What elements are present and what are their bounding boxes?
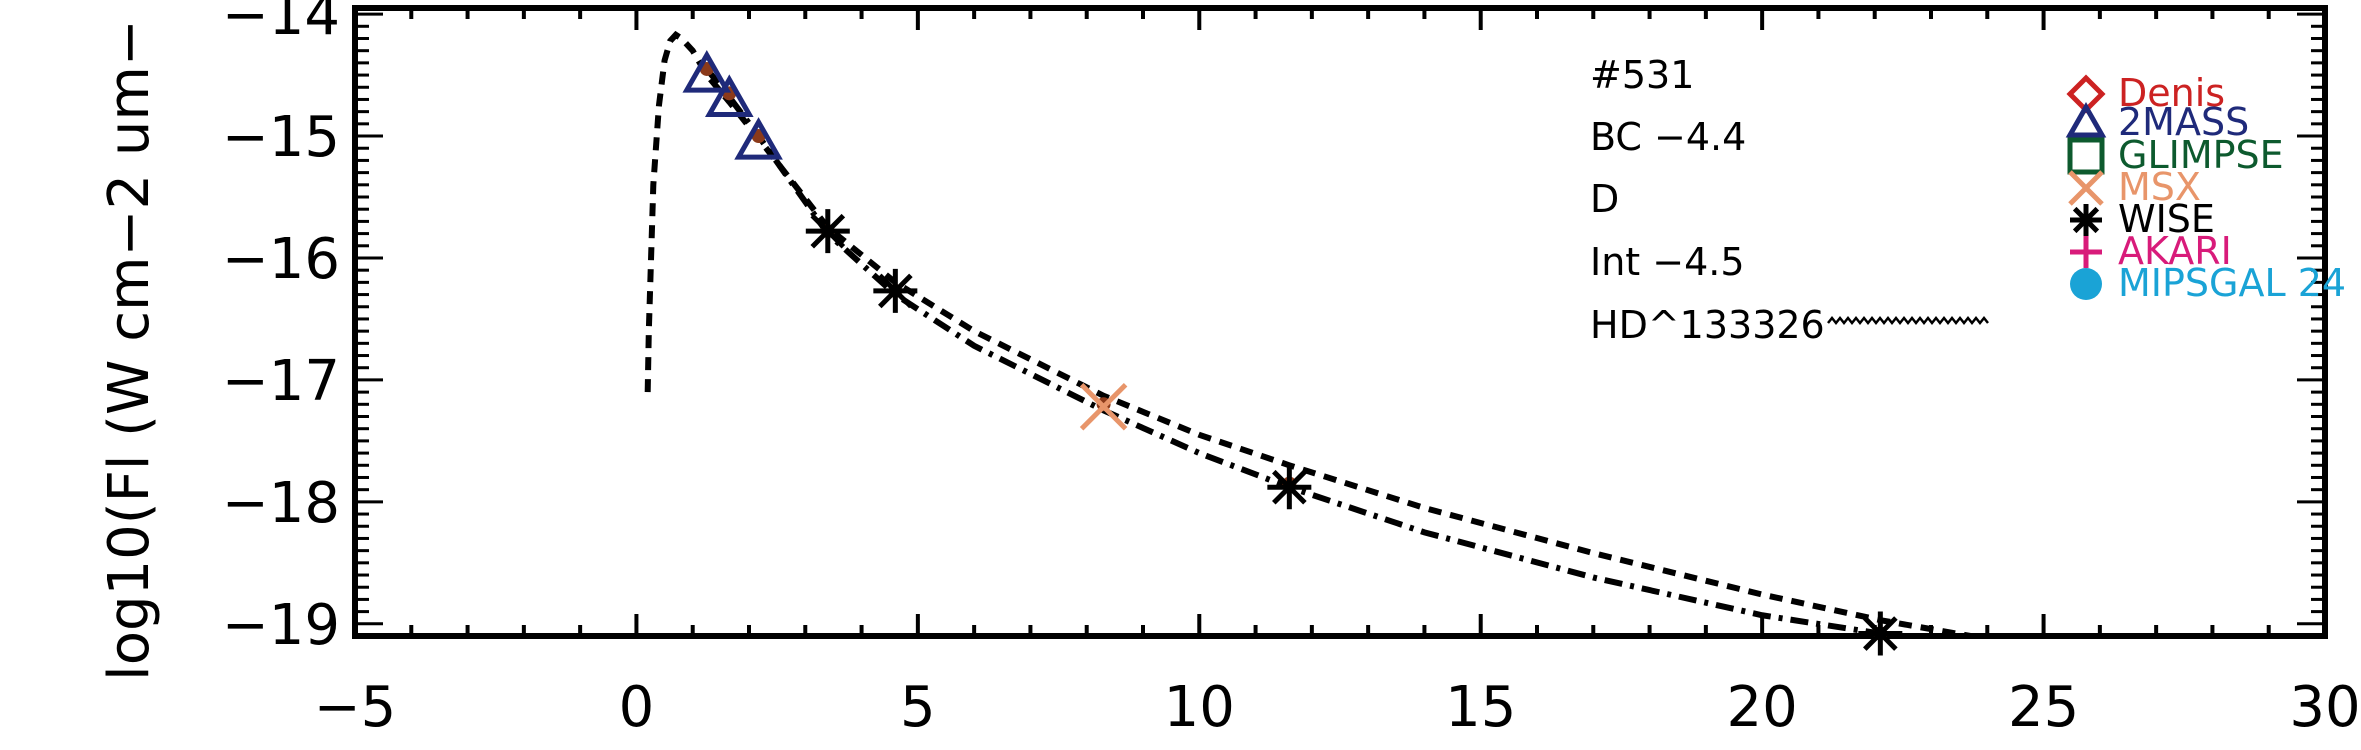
circle-legend-icon (2070, 268, 2102, 300)
x-tick-label: 10 (1164, 675, 1235, 740)
x-tick-label: 30 (2289, 675, 2360, 740)
asterisk-point (805, 209, 850, 254)
y-tick-labels: −14 −15 −16 −17 −18 −19 (222, 0, 340, 658)
legend-item: 2MASS (2065, 100, 2249, 144)
legend-label: MSX (2118, 165, 2201, 209)
square-legend-icon (2067, 137, 2105, 175)
y-tick-label: −19 (222, 593, 340, 658)
y-tick-label: −18 (222, 471, 340, 536)
annotation-squiggle (1827, 315, 1989, 326)
annotation-block: #531 BC −4.4 D Int −4.5 HD^133326 (1590, 53, 1989, 347)
triangle-point (704, 74, 754, 117)
annotation-text: Int −4.5 (1590, 240, 1745, 284)
annotation-text: D (1590, 177, 1619, 221)
asterisk-point (873, 268, 918, 313)
triangle-point (682, 50, 732, 93)
legend-label: Denis (2118, 71, 2225, 115)
legend-item: MIPSGAL 24 (2070, 261, 2346, 305)
x-tick-label: 25 (2008, 675, 2079, 740)
plot-frame (352, 5, 2328, 639)
legend-label: AKARI (2118, 229, 2232, 273)
legend-label: WISE (2118, 197, 2215, 241)
legend-item: GLIMPSE (2067, 133, 2284, 177)
plus-legend-icon (2070, 236, 2102, 268)
asterisk-point (1267, 465, 1312, 510)
x-tick-labels: −5 0 5 10 15 20 25 30 (314, 675, 2361, 740)
asterisk-legend-icon (2070, 204, 2102, 236)
legend-item: AKARI (2070, 229, 2232, 273)
annotation-text: #531 (1590, 53, 1694, 97)
y-axis-label: log10(Fl (W cm−2 um− (97, 19, 162, 681)
annotation-text: BC −4.4 (1590, 115, 1746, 159)
y-tick-label: −15 (222, 105, 340, 170)
legend-label: 2MASS (2118, 100, 2249, 144)
x-tick-label: 5 (900, 675, 936, 740)
y-tick-label: −17 (222, 349, 340, 414)
legend-label: MIPSGAL 24 (2118, 261, 2346, 305)
x-tick-label: −5 (314, 675, 397, 740)
y-tick-label: −16 (222, 227, 340, 292)
legend-item: WISE (2070, 197, 2215, 241)
x-tick-label: 0 (619, 675, 655, 740)
legend-label: GLIMPSE (2118, 133, 2284, 177)
cross-point (1079, 382, 1128, 431)
annotation-text: HD^133326 (1590, 303, 1825, 347)
axes-layer (352, 5, 2328, 639)
x-tick-label: 15 (1445, 675, 1516, 740)
cross-legend-icon (2068, 170, 2104, 206)
points-layer (682, 50, 1903, 656)
asterisk-point (1858, 611, 1903, 656)
y-tick-label: −14 (222, 0, 340, 48)
legend-item: MSX (2068, 165, 2201, 209)
triangle-point (734, 117, 783, 160)
triangle-legend-icon (2065, 101, 2107, 138)
x-tick-label: 20 (1727, 675, 1798, 740)
